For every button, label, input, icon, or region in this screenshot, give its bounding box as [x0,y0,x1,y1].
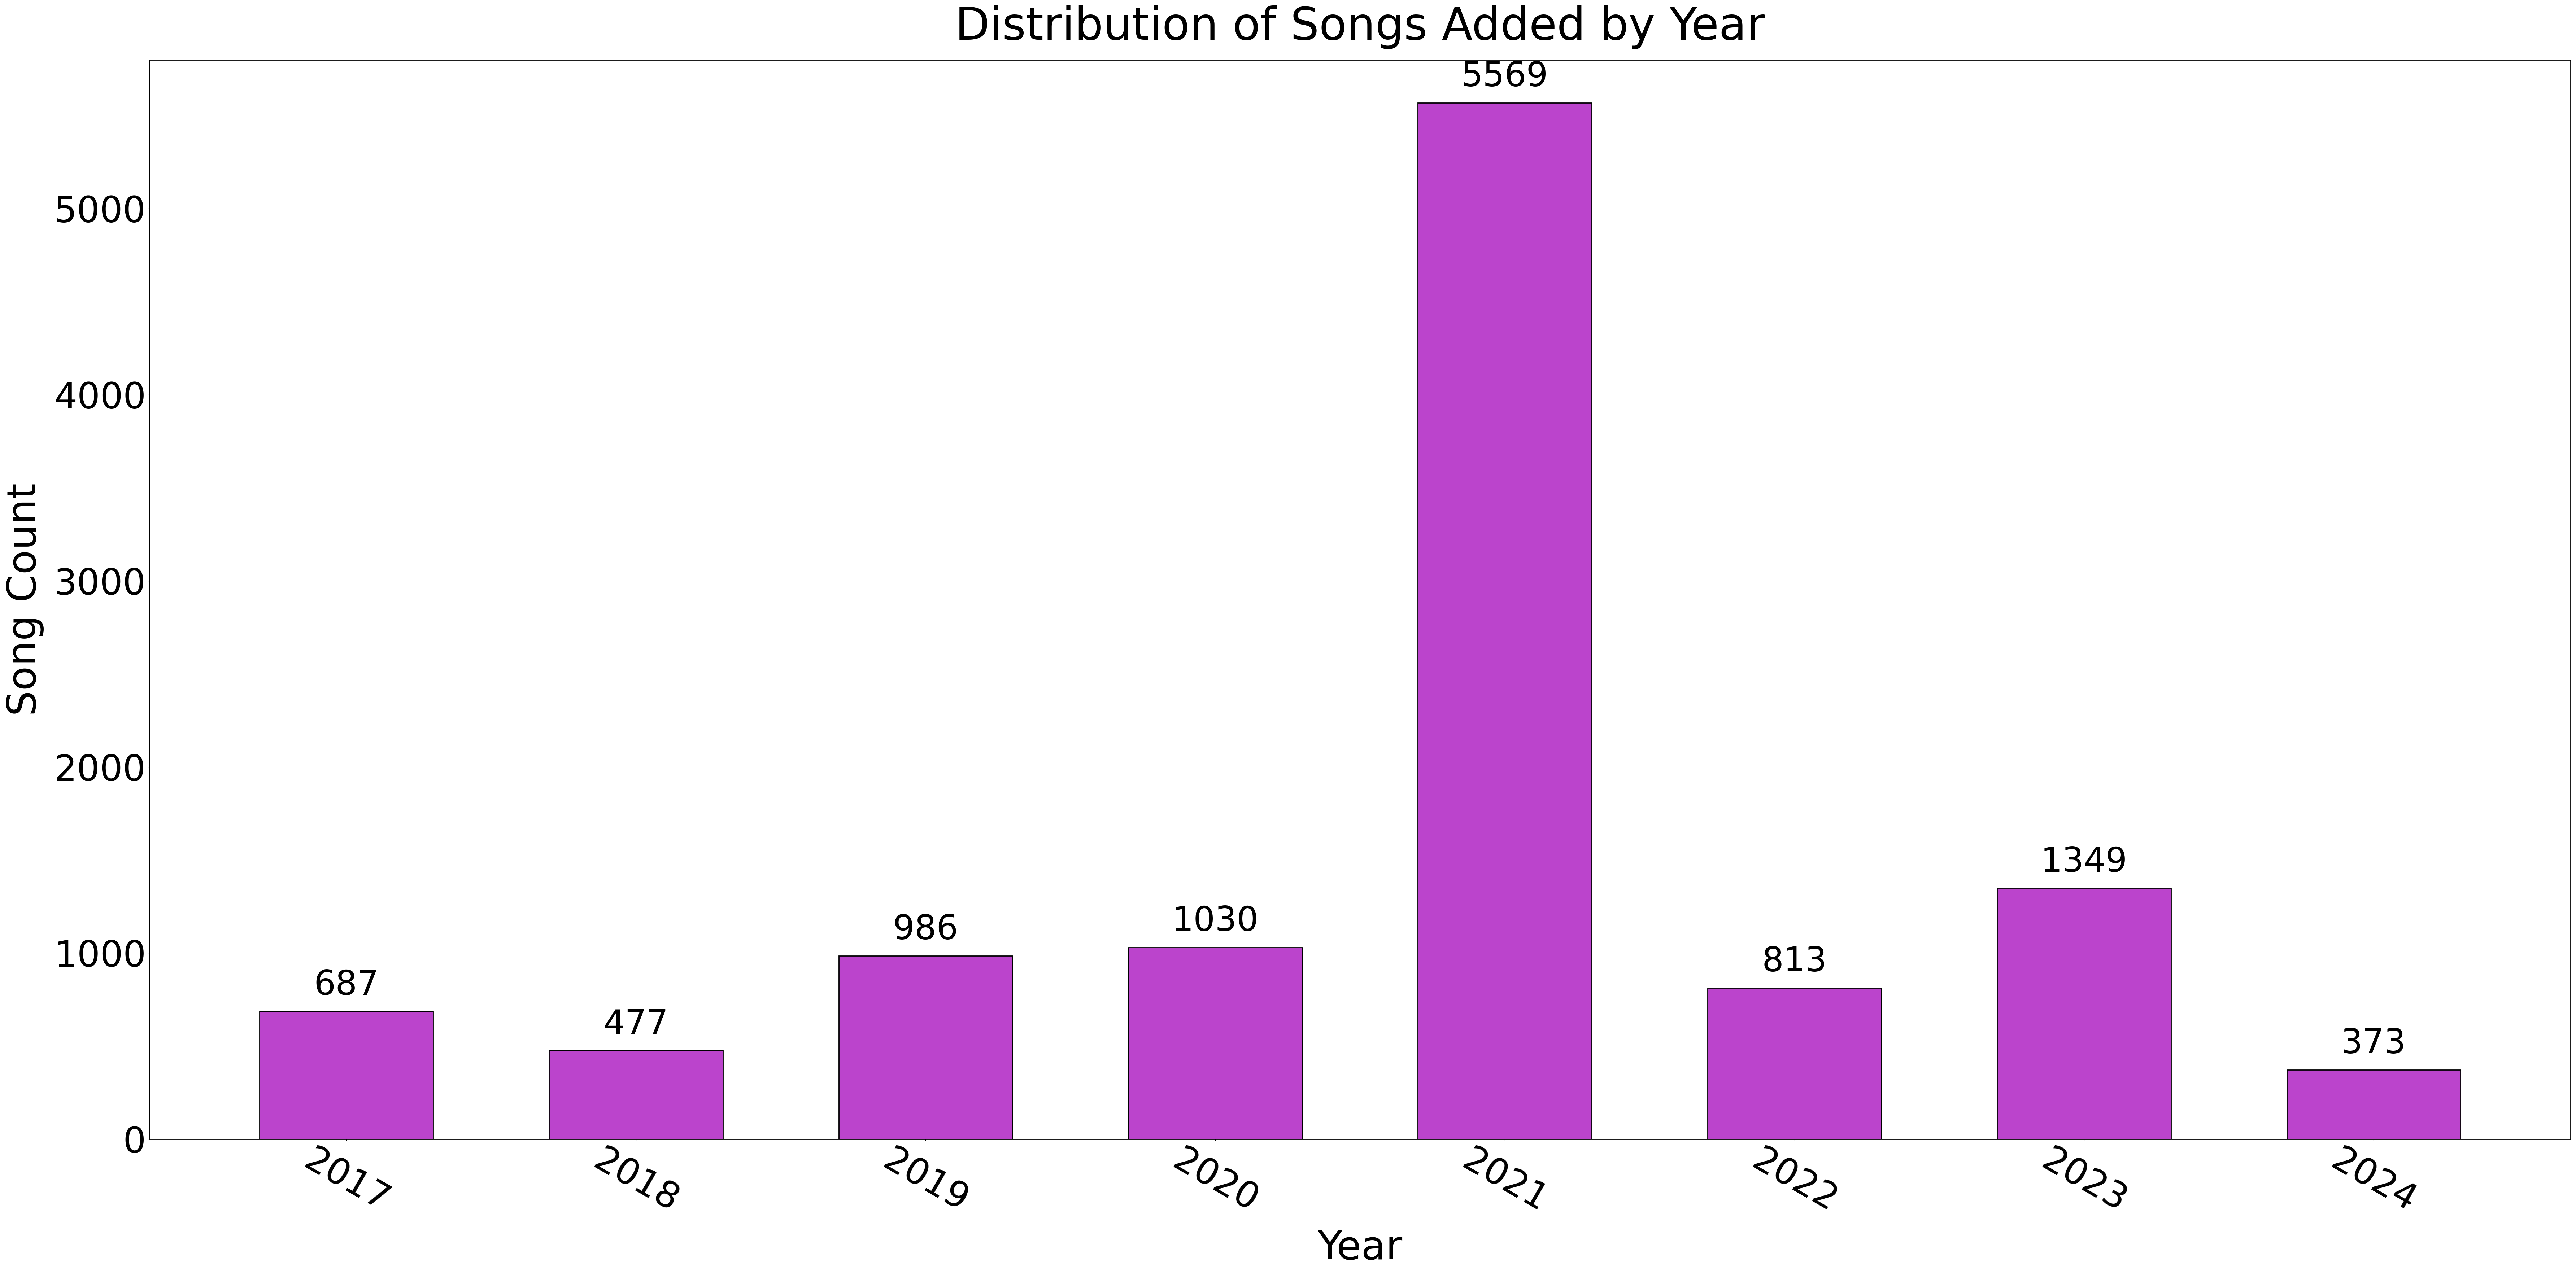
X-axis label: Year: Year [1316,1228,1401,1268]
Bar [1417,103,1592,1139]
Text: 1030: 1030 [1172,905,1260,938]
Text: 813: 813 [1762,946,1826,979]
Bar [1996,889,2172,1139]
Text: 373: 373 [2342,1027,2406,1060]
Bar [1128,947,1301,1139]
Bar [549,1050,724,1139]
Bar [840,956,1012,1139]
Bar [1708,988,1880,1139]
Text: 1349: 1349 [2040,845,2128,878]
Text: 687: 687 [314,969,379,1002]
Y-axis label: Song Count: Song Count [5,482,44,715]
Text: 477: 477 [603,1008,670,1041]
Bar [2287,1069,2460,1139]
Text: 986: 986 [894,913,958,946]
Title: Distribution of Songs Added by Year: Distribution of Songs Added by Year [956,5,1765,50]
Text: 5569: 5569 [1461,60,1548,93]
Bar [260,1011,433,1139]
